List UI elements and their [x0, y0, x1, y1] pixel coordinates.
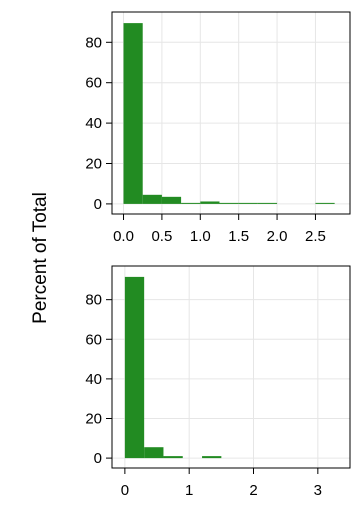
x-tick-label: 3 — [314, 482, 322, 499]
y-tick-label: 60 — [85, 331, 102, 348]
histogram-bar — [124, 276, 145, 459]
panel-top: 0 20 40 60 80 0.0 0.5 1.0 1.5 2.0 2.5 — [85, 11, 351, 245]
y-axis-label: Percent of Total — [30, 192, 51, 324]
histogram-bar — [257, 202, 278, 204]
histogram-bar — [163, 456, 183, 459]
histogram-bar — [238, 202, 258, 204]
x-tick-label: 0.0 — [113, 228, 134, 245]
histogram-bar — [219, 202, 239, 204]
y-tick-label: 20 — [85, 410, 102, 427]
histogram-bar — [161, 196, 182, 204]
y-tick-label: 0 — [94, 196, 102, 213]
y-tick-label: 20 — [85, 156, 102, 173]
x-tick-label: 2.5 — [305, 228, 326, 245]
x-tick-label: 2.0 — [267, 228, 288, 245]
y-tick-label: 60 — [85, 75, 102, 92]
x-tick-label: 1.5 — [228, 228, 249, 245]
histogram-bar — [202, 456, 222, 459]
x-tick-label: 0.5 — [151, 228, 172, 245]
y-tick-label: 80 — [85, 34, 102, 51]
y-tick-label: 0 — [94, 450, 102, 467]
y-tick-label: 40 — [85, 115, 102, 132]
histogram-bar — [142, 194, 162, 204]
x-tick-label: 2 — [249, 482, 257, 499]
x-tick-label: 0 — [121, 482, 129, 499]
panel-bottom: 0 20 40 60 80 0 1 2 3 — [85, 265, 351, 499]
plot-background — [112, 266, 350, 468]
y-tick-label: 40 — [85, 371, 102, 388]
plot-background — [112, 12, 350, 214]
histogram-bar — [144, 447, 164, 459]
histogram-bar — [315, 202, 335, 204]
histogram-bar — [200, 201, 220, 204]
panel-frame — [111, 11, 351, 215]
histogram-bar — [123, 23, 143, 204]
x-tick-label: 1 — [185, 482, 193, 499]
histogram-bar — [181, 202, 201, 204]
panel-frame — [111, 265, 351, 469]
x-tick-label: 1.0 — [190, 228, 211, 245]
y-tick-label: 80 — [85, 292, 102, 309]
